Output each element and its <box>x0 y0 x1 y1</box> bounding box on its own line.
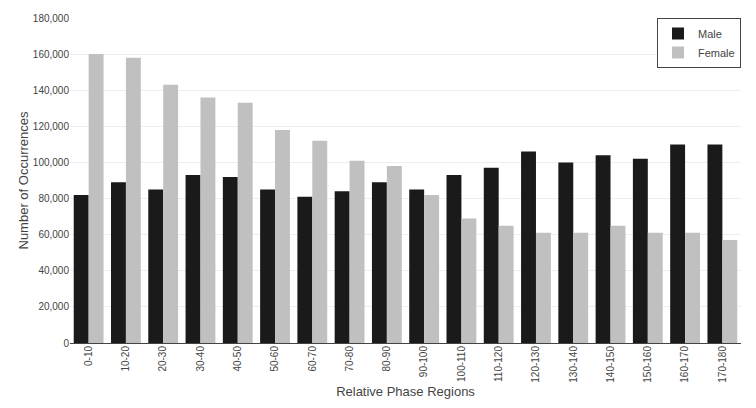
svg-text:80-90: 80-90 <box>381 346 392 372</box>
svg-text:70-80: 70-80 <box>344 346 355 372</box>
svg-text:Number of Occurrences: Number of Occurrences <box>16 111 31 249</box>
svg-text:0-10: 0-10 <box>83 346 94 366</box>
svg-text:40-50: 40-50 <box>232 346 243 372</box>
svg-text:50-60: 50-60 <box>269 346 280 372</box>
svg-text:160,000: 160,000 <box>33 49 70 60</box>
svg-text:140-150: 140-150 <box>605 346 616 383</box>
svg-text:110-120: 110-120 <box>493 346 504 382</box>
svg-text:180,000: 180,000 <box>33 13 70 24</box>
svg-text:20-30: 20-30 <box>157 346 168 372</box>
svg-text:30-40: 30-40 <box>195 346 206 372</box>
svg-text:130-140: 130-140 <box>568 346 579 383</box>
svg-text:120,000: 120,000 <box>33 121 70 132</box>
svg-text:60,000: 60,000 <box>38 229 69 240</box>
svg-text:Male: Male <box>698 28 722 40</box>
svg-text:10-20: 10-20 <box>120 346 131 372</box>
svg-text:90-100: 90-100 <box>418 346 429 378</box>
svg-text:100,000: 100,000 <box>33 157 70 168</box>
svg-text:140,000: 140,000 <box>33 85 70 96</box>
svg-text:60-70: 60-70 <box>307 346 318 372</box>
svg-text:160-170: 160-170 <box>679 346 690 383</box>
svg-text:0: 0 <box>63 338 69 349</box>
svg-text:Relative Phase Regions: Relative Phase Regions <box>336 384 475 399</box>
svg-text:40,000: 40,000 <box>38 265 69 276</box>
svg-text:150-160: 150-160 <box>642 346 653 383</box>
svg-text:100-110: 100-110 <box>456 346 467 382</box>
svg-text:20,000: 20,000 <box>38 301 69 312</box>
svg-text:Female: Female <box>698 47 735 59</box>
svg-text:120-130: 120-130 <box>530 346 541 383</box>
svg-text:170-180: 170-180 <box>717 346 728 383</box>
svg-text:80,000: 80,000 <box>38 193 69 204</box>
